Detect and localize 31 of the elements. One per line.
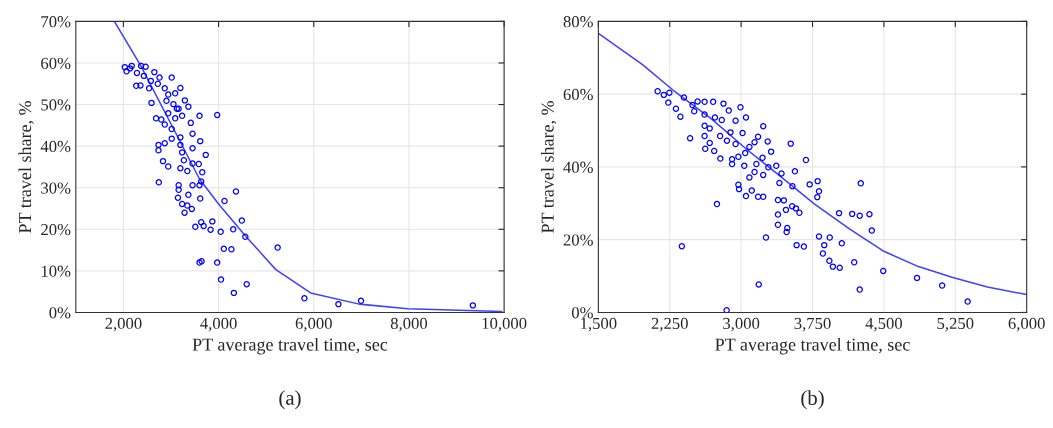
y-tick-label: 80% [563,16,593,28]
y-tick-label: 70% [41,16,71,28]
y-tick-label: 60% [41,57,71,69]
y-tick-label: 20% [41,223,71,236]
x-tick-label: 4,500 [865,317,903,332]
x-tick-label: 2,250 [651,317,688,332]
x-tick-label: 8,000 [390,317,428,332]
text: (a) [279,390,301,410]
y-tick-label: 10% [41,265,71,277]
y-axis-title: PT travel share, % [18,101,34,233]
y-tick-label: 0% [571,307,593,319]
x-tick-label: 2,000 [105,317,142,332]
x-axis-title: PT average travel time, sec [192,337,388,355]
y-tick-label: 20% [563,234,593,246]
x-axis-title: PT average travel time, sec [715,337,910,355]
x-tick-label: 5,250 [937,317,974,332]
y-tick-label: 40% [40,140,71,153]
x-tick-label: 3,750 [794,317,831,332]
y-tick-label: 30% [41,182,71,194]
y-tick-label: 60% [563,88,593,101]
y-tick-label: 50% [41,99,71,111]
x-tick-label: 6,000 [295,317,332,332]
y-tick-label: 40% [563,161,593,173]
y-axis-title: PT travel share, % [541,101,557,233]
x-tick-label: 4,000 [200,317,237,332]
text: (b) [801,390,824,410]
x-tick-label: 1,500 [581,317,617,332]
x-tick-label: 6,000 [1008,317,1045,332]
x-tick-label: 10,000 [482,317,527,332]
x-tick-label: 3,000 [723,317,760,332]
y-tick-label: 0% [49,307,71,319]
